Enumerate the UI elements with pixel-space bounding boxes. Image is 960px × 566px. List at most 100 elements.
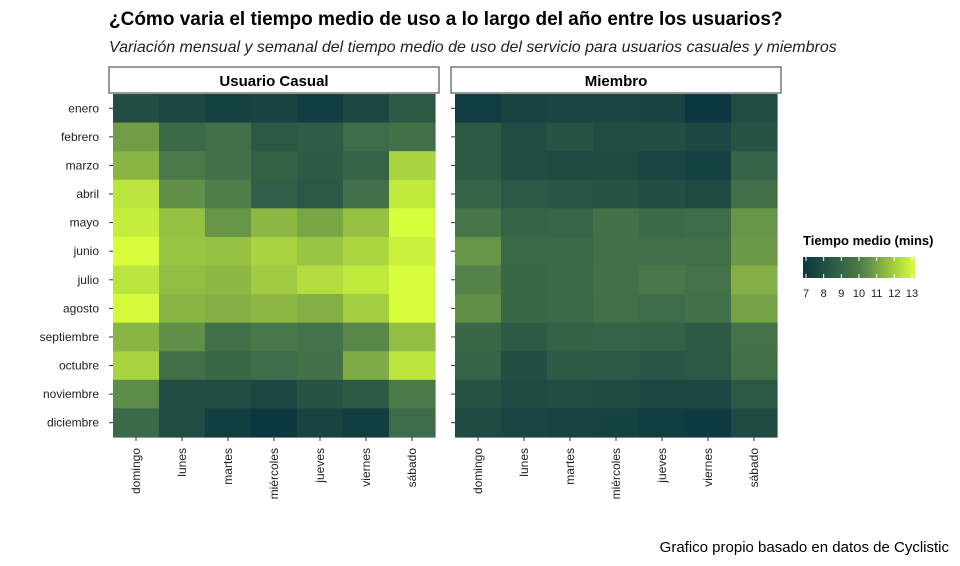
heatmap-cell xyxy=(501,408,548,438)
chart-caption: Grafico propio basado en datos de Cyclis… xyxy=(659,539,949,556)
y-tick-label: septiembre xyxy=(40,330,100,344)
heatmap-cell xyxy=(685,122,732,152)
heatmap-cell xyxy=(593,151,640,181)
heatmap-cell xyxy=(685,408,732,438)
heatmap-cell xyxy=(297,351,344,381)
heatmap-cell xyxy=(113,351,160,381)
heatmap-cell xyxy=(205,94,252,124)
heatmap-cell xyxy=(389,265,436,295)
heatmap-cell xyxy=(251,265,298,295)
heatmap-cell xyxy=(205,351,252,381)
y-tick-label: agosto xyxy=(63,301,99,315)
x-tick-label: domingo xyxy=(129,448,143,494)
heatmap-cell xyxy=(731,94,778,124)
heatmap-cell xyxy=(547,322,594,352)
heatmap-cell xyxy=(455,408,502,438)
heatmap-cell xyxy=(251,408,298,438)
heatmap-cell xyxy=(501,379,548,410)
y-tick-label: marzo xyxy=(66,158,100,172)
heatmap-cell xyxy=(389,122,436,152)
heatmap-cell xyxy=(547,208,594,238)
x-tick-label: jueves xyxy=(655,448,669,484)
heatmap-cell xyxy=(343,322,390,352)
heatmap-cell xyxy=(455,94,502,124)
heatmap-cell xyxy=(593,94,640,124)
x-tick-label: martes xyxy=(221,448,235,485)
legend-tick-label: 7 xyxy=(803,288,809,300)
heatmap-cell xyxy=(113,236,160,267)
facet-strip-casual xyxy=(108,66,440,94)
heatmap-cell xyxy=(547,179,594,209)
heatmap-cell xyxy=(501,236,548,267)
y-tick-label: diciembre xyxy=(47,416,99,430)
heatmap-cell xyxy=(639,151,686,181)
heatmap-cell xyxy=(297,236,344,267)
x-tick-label: sábado xyxy=(747,448,761,488)
heatmap-cell xyxy=(731,322,778,352)
heatmap-cell xyxy=(205,122,252,152)
heatmap-cell xyxy=(113,151,160,181)
heatmap-cell xyxy=(205,179,252,209)
x-tick-label: viernes xyxy=(701,448,715,487)
heatmap-cell xyxy=(251,122,298,152)
heatmap-cell xyxy=(389,294,436,324)
heatmap-cell xyxy=(455,322,502,352)
heatmap-cell xyxy=(731,236,778,267)
heatmap-cell xyxy=(455,294,502,324)
heatmap-cell xyxy=(639,265,686,295)
heatmap-cell xyxy=(297,408,344,438)
heatmap-cell xyxy=(731,379,778,410)
heatmap-cell xyxy=(205,408,252,438)
heatmap-cell xyxy=(455,379,502,410)
heatmap-cell xyxy=(159,236,206,267)
heatmap-cell xyxy=(343,265,390,295)
legend-tick-label: 12 xyxy=(888,288,900,300)
heatmap-cell xyxy=(501,294,548,324)
heatmap-cell xyxy=(731,265,778,295)
heatmap-cell xyxy=(297,379,344,410)
y-tick-label: febrero xyxy=(61,130,99,144)
legend-tick-label: 10 xyxy=(853,288,865,300)
heatmap-cell xyxy=(343,236,390,267)
heatmap-cell xyxy=(639,351,686,381)
heatmap-cell xyxy=(639,94,686,124)
heatmap-cell xyxy=(685,179,732,209)
heatmap-cell xyxy=(205,294,252,324)
y-tick-label: octubre xyxy=(59,359,99,373)
heatmap-cell xyxy=(251,322,298,352)
heatmap-cell xyxy=(389,94,436,124)
chart-subtitle: Variación mensual y semanal del tiempo m… xyxy=(109,39,837,56)
facet-strip-label: Usuario Casual xyxy=(219,73,328,90)
x-tick-label: lunes xyxy=(517,448,531,477)
heatmap-cell xyxy=(731,208,778,238)
heatmap-cell xyxy=(547,122,594,152)
y-tick-label: julio xyxy=(77,273,100,287)
heatmap-cell xyxy=(343,408,390,438)
heatmap-cell xyxy=(113,379,160,410)
heatmap-cell xyxy=(547,94,594,124)
heatmap-cell xyxy=(297,151,344,181)
heatmap-cell xyxy=(205,379,252,410)
heatmap-cell xyxy=(593,122,640,152)
x-tick-label: martes xyxy=(563,448,577,485)
heatmap-cell xyxy=(251,179,298,209)
heatmap-cell xyxy=(159,294,206,324)
heatmap-cell xyxy=(501,151,548,181)
heatmap-cell xyxy=(159,208,206,238)
heatmap-cell xyxy=(251,208,298,238)
heatmap-cell xyxy=(639,408,686,438)
heatmap-cell xyxy=(501,94,548,124)
heatmap-cell xyxy=(547,151,594,181)
heatmap-cell xyxy=(593,179,640,209)
heatmap-cell xyxy=(685,351,732,381)
heatmap-cell xyxy=(547,379,594,410)
heatmap-cell xyxy=(343,94,390,124)
heatmap-cell xyxy=(343,208,390,238)
heatmap-cell xyxy=(389,322,436,352)
heatmap-cell xyxy=(731,122,778,152)
heatmap-cell xyxy=(251,379,298,410)
legend-tick-label: 11 xyxy=(871,288,882,300)
y-tick-label: mayo xyxy=(70,216,100,230)
heatmap-cell xyxy=(159,179,206,209)
heatmap-cell xyxy=(501,351,548,381)
